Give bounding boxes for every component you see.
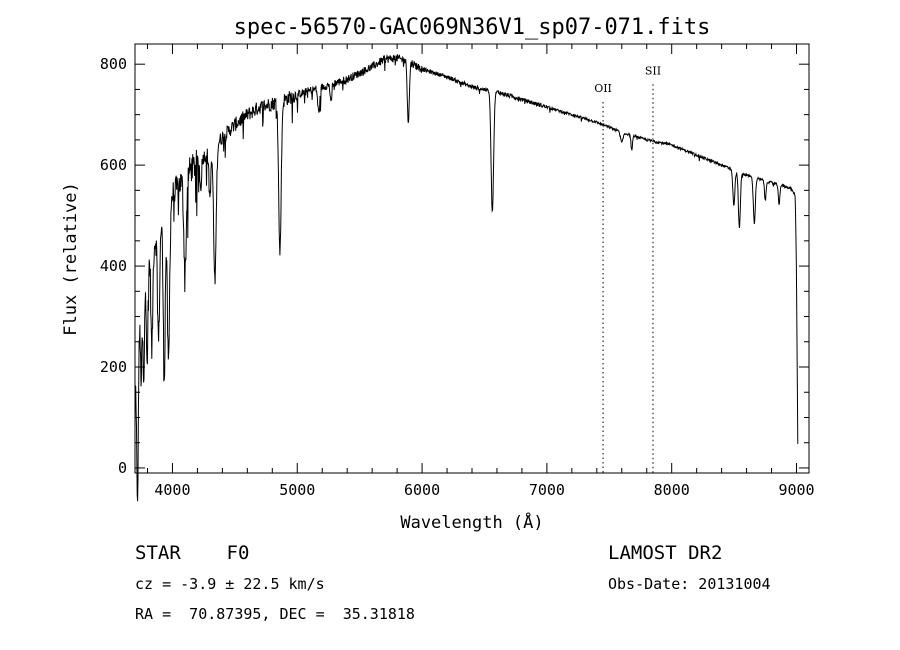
x-tick-label: 4000 xyxy=(154,481,190,499)
y-tick-label: 0 xyxy=(118,459,127,477)
x-tick-label: 9000 xyxy=(778,481,814,499)
y-tick-label: 400 xyxy=(100,257,127,275)
plot-frame xyxy=(134,43,810,474)
x-tick-label: 6000 xyxy=(404,481,440,499)
line-markers: OII SII xyxy=(594,64,661,473)
observation-date: Obs-Date: 20131004 xyxy=(608,575,771,593)
chart-title: spec-56570-GAC069N36V1_sp07-071.fits xyxy=(234,15,711,40)
line-marker-label: OII xyxy=(594,82,612,95)
x-tick-label: 7000 xyxy=(529,481,565,499)
object-class: STAR F0 xyxy=(135,542,250,564)
line-marker-label: SII xyxy=(645,64,661,77)
y-tick-label: 200 xyxy=(100,358,127,376)
x-tick-label: 5000 xyxy=(279,481,315,499)
redshift-velocity: cz = -3.9 ± 22.5 km/s xyxy=(135,575,325,593)
y-tick-label: 600 xyxy=(100,156,127,174)
survey-name: LAMOST DR2 xyxy=(608,542,723,564)
y-tick-label: 800 xyxy=(100,55,127,73)
y-axis-label: Flux (relative) xyxy=(61,182,81,336)
spectrum-line xyxy=(134,53,799,502)
coordinates: RA = 70.87395, DEC = 35.31818 xyxy=(135,605,415,623)
x-tick-labels: 4000 5000 6000 7000 8000 9000 xyxy=(154,481,814,499)
x-axis-label: Wavelength (Å) xyxy=(400,511,543,533)
y-tick-labels: 0 200 400 600 800 xyxy=(100,55,127,477)
x-tick-label: 8000 xyxy=(654,481,690,499)
axis-ticks xyxy=(135,44,809,473)
